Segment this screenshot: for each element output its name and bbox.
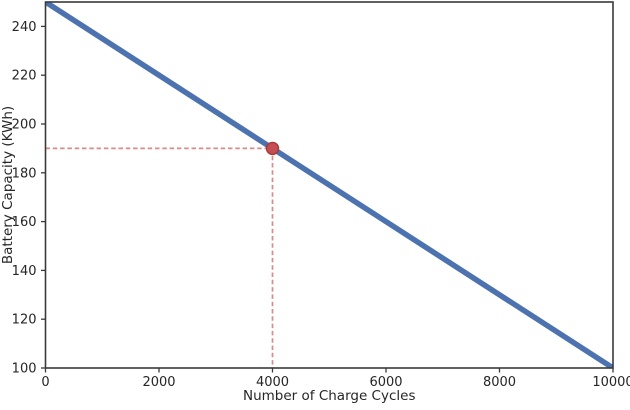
y-tick-label: 200 [12,118,37,133]
x-tick-label: 6000 [369,375,402,390]
y-tick-label: 160 [12,215,37,230]
axes-frame [44,1,614,369]
y-tick-label: 180 [12,166,37,181]
x-tick-label: 0 [41,375,49,390]
y-tick-label: 100 [12,362,37,377]
y-tick-label: 140 [12,264,37,279]
y-axis-label: Battery Capacity (KWh) [0,106,16,264]
highlight-marker [265,141,280,156]
capacity-line [45,2,613,368]
x-tick-label: 2000 [142,375,175,390]
x-tick-label: 8000 [483,375,516,390]
y-tick-label: 120 [12,313,37,328]
y-tick-label: 220 [12,69,37,84]
x-tick-label: 10000 [592,375,630,390]
x-tick-label: 4000 [256,375,289,390]
y-tick-label: 240 [12,20,37,35]
x-axis-label: Number of Charge Cycles [243,388,416,404]
series-group [45,2,613,368]
